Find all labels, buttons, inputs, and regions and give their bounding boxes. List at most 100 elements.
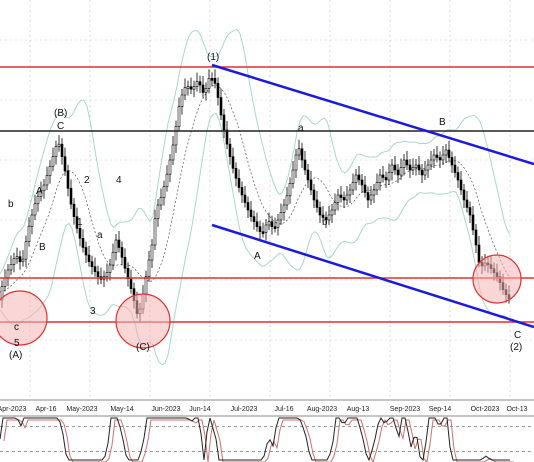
candle-body [27, 225, 31, 242]
candle-body [228, 143, 232, 157]
candle-body [363, 184, 367, 193]
candles [0, 69, 511, 322]
candle-body [66, 170, 70, 189]
wave-label: (A) [9, 350, 22, 361]
x-tick-label: Sep-2023 [390, 406, 420, 413]
candle-body [297, 148, 301, 156]
candle-body [426, 164, 430, 171]
candle-body [108, 264, 112, 273]
candle-body [12, 258, 16, 265]
candle-body [48, 165, 52, 176]
candle-body [180, 94, 184, 107]
candle-body [105, 272, 109, 277]
candle-body [390, 164, 394, 173]
candle-body [381, 174, 385, 178]
candle-body [258, 226, 262, 232]
wave-label: A [36, 186, 43, 197]
stochastic-oscillator [0, 415, 534, 462]
candle-body [393, 164, 397, 171]
wave-label: (1) [207, 52, 219, 63]
candle-body [273, 226, 277, 229]
candle-body [318, 207, 322, 216]
candle-body [330, 209, 334, 216]
candle-body [477, 244, 481, 263]
candle-body [279, 212, 283, 221]
candle-body [54, 146, 58, 157]
candle-body [216, 83, 220, 98]
x-tick-label: Apr-16 [35, 406, 56, 413]
candle-body [156, 204, 160, 220]
wave-label: B [439, 117, 446, 128]
candle-body [96, 271, 100, 277]
candle-body [423, 169, 427, 176]
wave-label: (2) [510, 342, 522, 353]
candle-body [384, 177, 388, 181]
candle-body [366, 192, 370, 201]
wave-label: 3 [90, 306, 96, 317]
channel-lower [211, 223, 534, 329]
target-zones [0, 254, 522, 349]
candle-body [261, 231, 265, 234]
candle-body [249, 209, 253, 217]
candle-body [456, 172, 460, 181]
candle-body [309, 179, 313, 191]
candle-body [357, 174, 361, 181]
channel-upper [211, 63, 534, 166]
candle-body [375, 182, 379, 191]
x-tick-label: Aug-13 [347, 406, 370, 413]
candle-body [294, 154, 298, 171]
candle-body [75, 216, 79, 229]
candle-body [147, 259, 151, 277]
wave-label: C [57, 121, 64, 132]
candle-body [9, 264, 13, 271]
candle-body [372, 189, 376, 196]
candle-body [144, 276, 148, 295]
candle-body [120, 247, 124, 258]
candle-body [42, 184, 46, 191]
candle-body [204, 88, 208, 93]
candle-body [192, 86, 196, 90]
candle-body [405, 159, 409, 166]
candle-body [336, 194, 340, 203]
candle-body [30, 214, 34, 227]
candle-body [339, 194, 343, 198]
candle-body [111, 252, 115, 266]
candle-body [159, 197, 163, 206]
candle-body [414, 164, 418, 168]
wave-label: 1 [77, 217, 83, 228]
candle-body [117, 239, 121, 248]
candle-body [18, 256, 22, 262]
candle-body [306, 169, 310, 181]
bollinger-bands [0, 28, 511, 366]
candle-body [345, 194, 349, 201]
candle-body [3, 277, 7, 287]
candle-body [387, 172, 391, 181]
candle-body [114, 239, 118, 253]
candle-body [255, 221, 259, 227]
candle-body [168, 159, 172, 175]
candle-body [33, 203, 37, 216]
x-tick-label: Apr-2023 [0, 406, 27, 413]
candle-body [87, 254, 91, 262]
x-tick-label: Jul-2023 [231, 406, 258, 413]
candle-body [267, 221, 271, 226]
candle-body [270, 221, 274, 227]
candle-body [51, 156, 55, 167]
wave-label: a [97, 230, 103, 241]
candle-body [360, 179, 364, 186]
candle-body [369, 194, 373, 201]
candle-body [36, 195, 40, 205]
horizontal-levels [0, 66, 534, 323]
x-tick-label: Jun-2023 [151, 406, 180, 413]
candle-body [195, 81, 199, 87]
candle-body [291, 169, 295, 184]
candle-body [315, 199, 319, 208]
x-tick-label: Oct-13 [506, 406, 527, 413]
candle-body [60, 143, 64, 157]
wave-label: 2 [84, 175, 90, 186]
wave-label: c [14, 322, 19, 333]
candle-body [126, 268, 130, 279]
candle-body [81, 238, 85, 248]
candle-body [177, 106, 181, 127]
stoch-main-line [0, 416, 510, 462]
